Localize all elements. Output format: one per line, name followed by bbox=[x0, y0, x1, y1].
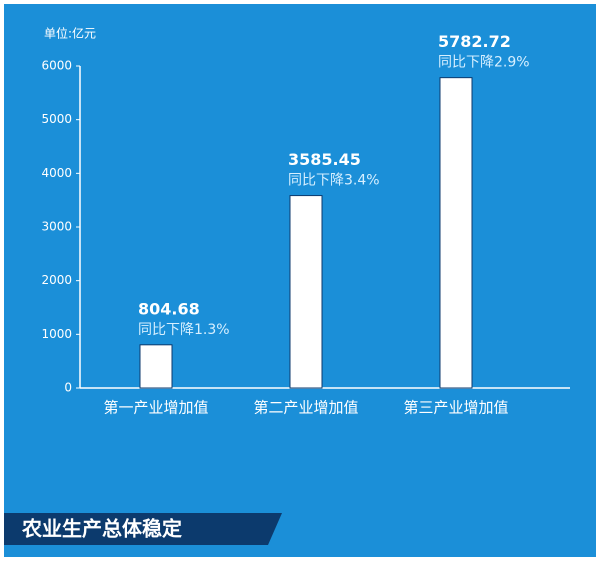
bar bbox=[439, 77, 473, 389]
annotation: 同比下降1.3% bbox=[138, 322, 230, 338]
x-tick-label: 第三产业增加值 bbox=[403, 399, 508, 417]
annotation: 同比下降3.4% bbox=[288, 173, 380, 189]
banner-bg bbox=[4, 513, 282, 545]
value-label: 804.68 bbox=[138, 299, 200, 318]
y-tick-label: 2000 bbox=[41, 273, 72, 287]
y-tick-label: 6000 bbox=[41, 59, 72, 73]
bar bbox=[289, 195, 323, 389]
value-label: 5782.72 bbox=[438, 32, 511, 51]
value-label: 3585.45 bbox=[288, 150, 361, 169]
unit-label: 单位:亿元 bbox=[44, 26, 96, 41]
y-tick-label: 5000 bbox=[41, 112, 72, 126]
y-tick-label: 1000 bbox=[41, 327, 72, 341]
annotation: 同比下降2.9% bbox=[438, 55, 530, 71]
x-tick-label: 第二产业增加值 bbox=[253, 399, 358, 417]
bar bbox=[139, 344, 173, 389]
banner-text: 农业生产总体稳定 bbox=[21, 517, 182, 541]
y-tick-label: 3000 bbox=[41, 220, 72, 234]
y-tick-label: 0 bbox=[64, 381, 72, 395]
x-tick-label: 第一产业增加值 bbox=[103, 399, 208, 417]
y-tick-label: 4000 bbox=[41, 166, 72, 180]
